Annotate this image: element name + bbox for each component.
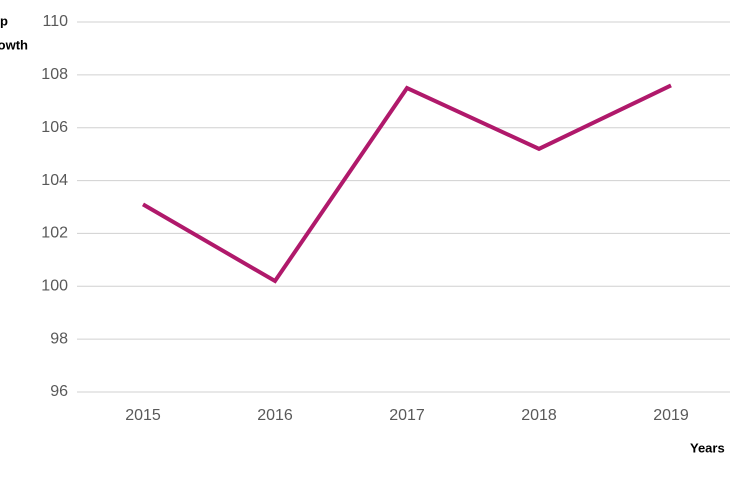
data-line: [141, 83, 672, 284]
x-tick-label: 2017: [389, 407, 425, 424]
y-axis-label: owth: [0, 37, 28, 52]
y-tick-label: 106: [41, 119, 68, 136]
y-tick-label: 108: [41, 66, 68, 83]
y-tick-label: 98: [50, 330, 68, 347]
y-tick-label: 100: [41, 278, 68, 295]
y-axis-label: p: [0, 13, 8, 28]
x-tick-label: 2015: [125, 407, 161, 424]
y-tick-label: 96: [50, 383, 68, 400]
y-tick-label: 110: [42, 13, 68, 30]
y-tick-label: 102: [41, 225, 68, 242]
y-tick-label: 104: [41, 172, 68, 189]
x-tick-label: 2018: [521, 407, 557, 424]
x-axis-label: Years: [690, 440, 725, 455]
x-tick-label: 2019: [653, 407, 689, 424]
x-tick-label: 2016: [257, 407, 293, 424]
